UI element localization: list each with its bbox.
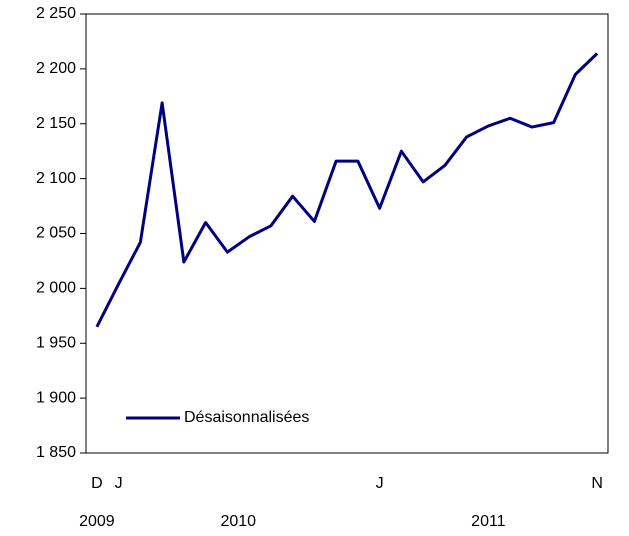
- year-label: 2010: [220, 513, 256, 530]
- y-tick-label: 2 250: [36, 5, 76, 22]
- y-tick-label: 2 150: [36, 115, 76, 132]
- line: [95, 52, 599, 328]
- year-label: 2009: [79, 513, 115, 530]
- y-tick-label: 1 850: [36, 444, 76, 461]
- x-tick-label: J: [115, 475, 123, 492]
- x-tick-label: J: [376, 475, 384, 492]
- y-tick-label: 1 950: [36, 334, 76, 351]
- x-tick-label: N: [591, 475, 603, 492]
- y-tick-label: 2 050: [36, 225, 76, 242]
- plot-frame: [85, 13, 609, 454]
- y-tick-label: 1 900: [36, 389, 76, 406]
- y-tick-label: 2 100: [36, 170, 76, 187]
- x-tick-label: D: [91, 475, 103, 492]
- y-tick-label: 2 200: [36, 60, 76, 77]
- year-label: 2011: [471, 513, 506, 530]
- legend-label: Désaisonnalisées: [184, 409, 309, 426]
- y-tick-label: 2 000: [36, 280, 76, 297]
